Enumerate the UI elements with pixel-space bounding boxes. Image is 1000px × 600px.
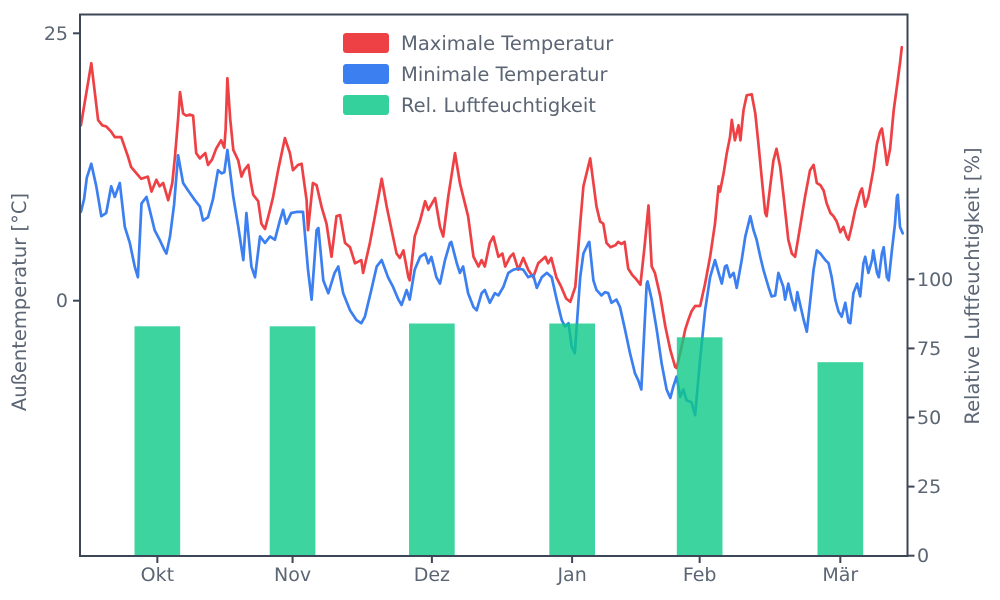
humidity-bars-layer <box>134 323 864 556</box>
humidity-swatch-icon <box>343 95 389 115</box>
max-temp-line <box>79 45 904 370</box>
axis-ticks-layer <box>73 32 915 563</box>
humidity-bar-okt <box>134 326 181 556</box>
plot-border <box>79 13 909 557</box>
x-tick-label-dez: Dez <box>414 564 450 586</box>
legend-entry-humidity: Rel. Luftfeuchtigkeit <box>343 94 596 117</box>
humidity-bar-nov <box>269 326 316 556</box>
legend: Maximale Temperatur Minimale Temperatur … <box>343 32 614 117</box>
humidity-bar-dez <box>409 323 455 556</box>
left-tick-label-25: 25 <box>44 23 68 45</box>
axis-tick-labels-layer: 0 25 0 25 50 75 100 Okt Nov Dez Jan Feb Mär <box>44 23 953 586</box>
humidity-bar-mär <box>817 362 864 556</box>
x-tick-label-feb: Feb <box>683 564 717 586</box>
legend-label-humidity: Rel. Luftfeuchtigkeit <box>401 94 596 117</box>
legend-entry-min-temp: Minimale Temperatur <box>343 63 609 86</box>
right-tick-label-100: 100 <box>917 269 953 291</box>
x-tick-label-okt: Okt <box>141 564 174 586</box>
humidity-bar-feb <box>676 337 723 556</box>
max-temp-swatch-icon <box>343 33 389 53</box>
right-tick-label-50: 50 <box>917 407 941 429</box>
right-tick-label-25: 25 <box>917 476 941 498</box>
y-axis-label-right: Relative Luftfeuchtigkeit [%] <box>961 147 984 424</box>
humidity-bar-jan <box>549 323 595 556</box>
left-tick-label-0: 0 <box>56 290 68 312</box>
min-temp-swatch-icon <box>343 64 389 84</box>
right-tick-label-75: 75 <box>917 338 941 360</box>
min-temp-line <box>79 148 905 417</box>
legend-label-min-temp: Minimale Temperatur <box>401 63 609 86</box>
temperature-lines-layer <box>79 45 905 417</box>
x-tick-label-mär: Mär <box>822 564 858 586</box>
legend-label-max-temp: Maximale Temperatur <box>401 32 614 55</box>
legend-entry-max-temp: Maximale Temperatur <box>343 32 614 55</box>
x-tick-label-jan: Jan <box>556 564 586 586</box>
x-tick-label-nov: Nov <box>274 564 311 586</box>
y-axis-label-left: Außentemperatur [°C] <box>8 193 31 411</box>
right-tick-label-0: 0 <box>917 545 929 567</box>
